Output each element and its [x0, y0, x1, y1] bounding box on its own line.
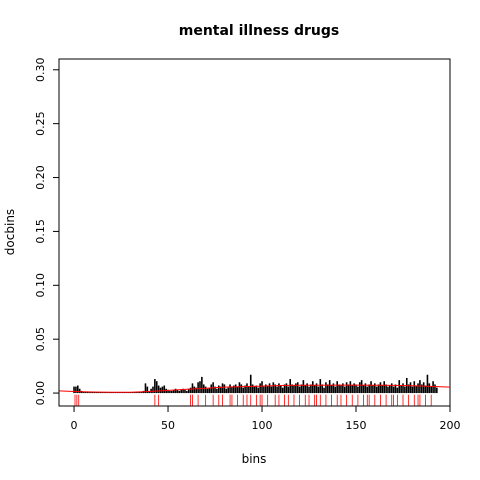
y-tick-label: 0.25 — [34, 111, 47, 136]
y-tick-label: 0.15 — [34, 219, 47, 244]
y-axis: 0.00 0.05 0.10 0.15 0.20 0.25 0.30 — [34, 58, 60, 406]
y-tick-label: 0.30 — [34, 58, 47, 83]
y-tick-label: 0.00 — [34, 381, 47, 406]
chart-title: mental illness drugs — [179, 23, 340, 39]
smoothed-line — [58, 384, 451, 393]
x-tick-label: 150 — [346, 419, 367, 432]
x-tick-label: 50 — [161, 419, 175, 432]
x-axis-label: bins — [242, 452, 267, 466]
x-axis: 0 50 100 150 200 — [71, 405, 461, 432]
x-tick-label: 100 — [252, 419, 273, 432]
x-tick-label: 200 — [440, 419, 461, 432]
y-axis-label: docbins — [3, 209, 17, 255]
y-tick-label: 0.05 — [34, 327, 47, 352]
x-tick-label: 0 — [71, 419, 78, 432]
rug-marks — [74, 394, 432, 406]
y-tick-label: 0.20 — [34, 165, 47, 190]
y-tick-label: 0.10 — [34, 273, 47, 298]
